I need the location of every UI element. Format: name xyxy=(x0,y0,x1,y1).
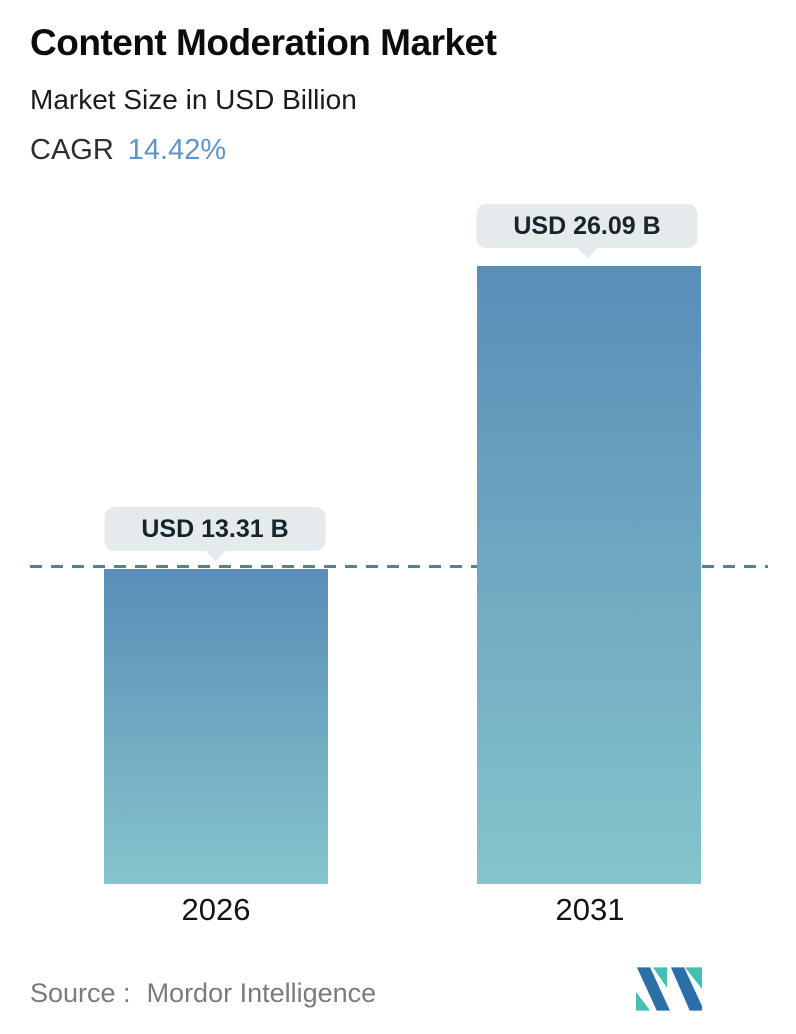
x-tick-2031: 2031 xyxy=(555,892,625,927)
cagr-label: CAGR xyxy=(30,134,114,166)
cagr-value: 14.42% xyxy=(127,134,227,166)
tooltip-pointer-icon xyxy=(204,550,226,561)
chart-title: Content Moderation Market xyxy=(30,22,497,63)
cagr-row: CAGR 14.42% xyxy=(30,134,226,167)
value-label-2026: USD 13.31 B xyxy=(104,507,326,561)
value-label-2031-text: USD 26.09 B xyxy=(513,211,661,240)
bar-2026[interactable] xyxy=(104,569,328,884)
chart-subtitle: Market Size in USD Billion xyxy=(30,84,357,115)
x-tick-2026: 2026 xyxy=(181,892,251,927)
source-label: Source : xyxy=(30,978,131,1008)
reference-dashed-line xyxy=(30,565,768,568)
mordor-intelligence-logo xyxy=(636,967,702,1011)
bar-2031[interactable] xyxy=(477,266,701,884)
value-label-2031: USD 26.09 B xyxy=(476,204,698,258)
source-value: Mordor Intelligence xyxy=(146,978,377,1008)
value-label-2026-text: USD 13.31 B xyxy=(141,514,289,543)
source-attribution: Source : Mordor Intelligence xyxy=(30,978,376,1009)
tooltip-pointer-icon xyxy=(576,247,598,258)
